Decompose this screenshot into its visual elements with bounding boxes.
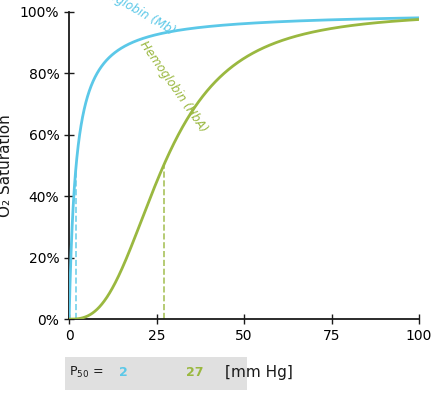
Y-axis label: O₂ Saturation: O₂ Saturation: [0, 114, 13, 217]
Text: [mm Hg]: [mm Hg]: [225, 365, 292, 380]
Text: P$_{50}$ =: P$_{50}$ =: [69, 365, 105, 380]
Text: 2: 2: [119, 366, 127, 379]
Text: Myoglobin (Mb): Myoglobin (Mb): [92, 0, 178, 38]
Text: 27: 27: [186, 366, 203, 379]
Text: Hemoglobin (HbA): Hemoglobin (HbA): [137, 38, 210, 135]
